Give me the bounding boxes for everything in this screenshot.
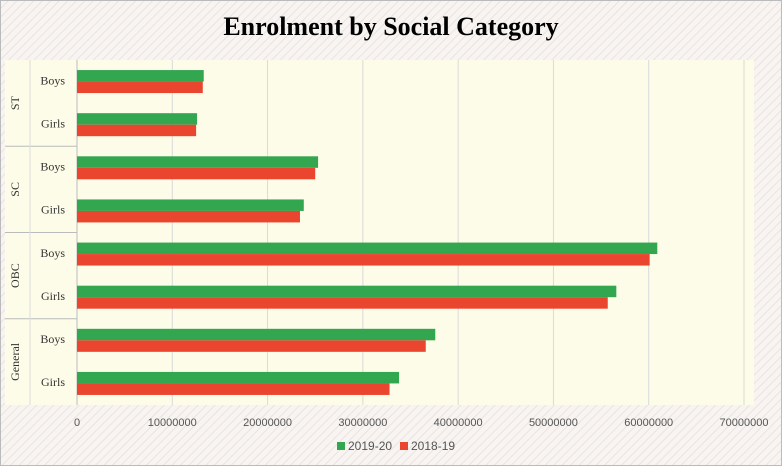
group-label: SC bbox=[8, 182, 22, 197]
x-tick-label: 50000000 bbox=[529, 417, 578, 429]
bar bbox=[77, 81, 203, 94]
bar bbox=[77, 254, 650, 266]
category-label: Boys bbox=[40, 160, 65, 174]
bar bbox=[77, 340, 426, 352]
plot-area bbox=[5, 60, 754, 405]
x-tick-label: 70000000 bbox=[720, 417, 769, 429]
bar bbox=[77, 383, 390, 395]
legend-label: 2019-20 bbox=[348, 439, 392, 453]
legend-swatch bbox=[337, 442, 345, 450]
x-tick-label: 60000000 bbox=[624, 417, 673, 429]
group-label: OBC bbox=[8, 263, 22, 288]
bar bbox=[77, 124, 197, 137]
bar bbox=[77, 297, 608, 309]
chart-title: Enrolment by Social Category bbox=[223, 12, 558, 41]
x-tick-label: 0 bbox=[74, 417, 80, 429]
bar bbox=[77, 328, 436, 341]
category-label: Girls bbox=[41, 289, 65, 303]
bar bbox=[77, 199, 304, 211]
bar bbox=[77, 285, 617, 298]
category-label: Girls bbox=[41, 375, 65, 389]
x-tick-label: 30000000 bbox=[338, 417, 387, 429]
x-tick-label: 10000000 bbox=[148, 417, 197, 429]
category-label: Boys bbox=[40, 332, 65, 346]
group-label: General bbox=[8, 342, 22, 381]
group-label: ST bbox=[8, 95, 22, 110]
bar bbox=[77, 242, 658, 255]
category-label: Boys bbox=[40, 246, 65, 260]
legend-swatch bbox=[400, 442, 408, 450]
x-tick-label: 40000000 bbox=[434, 417, 483, 429]
category-label: Girls bbox=[41, 116, 65, 130]
legend-label: 2018-19 bbox=[411, 439, 455, 453]
category-label: Boys bbox=[40, 73, 65, 87]
bar bbox=[77, 210, 300, 223]
bar bbox=[77, 70, 204, 82]
category-label: Girls bbox=[41, 203, 65, 217]
bar bbox=[77, 113, 198, 125]
bar bbox=[77, 371, 400, 384]
bar bbox=[77, 156, 319, 168]
bar bbox=[77, 167, 316, 180]
x-tick-label: 20000000 bbox=[243, 417, 292, 429]
